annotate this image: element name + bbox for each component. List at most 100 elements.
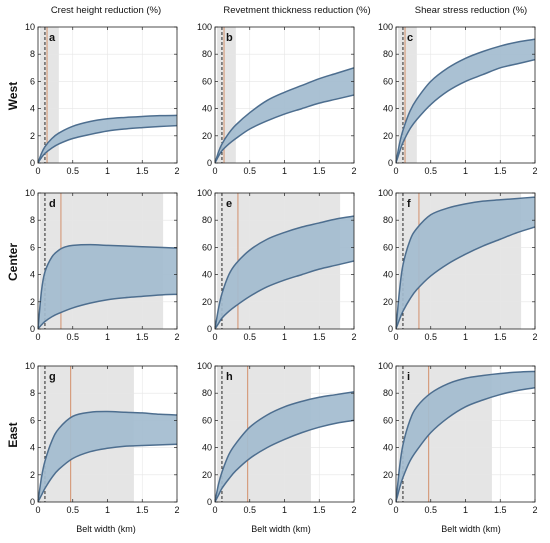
panel-d: 0 0.5 1 1.5 2 0 2 4 6 8 10 d bbox=[25, 188, 180, 342]
x-tick-label: 1 bbox=[105, 166, 110, 176]
y-tick-label: 40 bbox=[202, 270, 212, 280]
y-tick-label: 60 bbox=[383, 242, 393, 252]
lower-series-line bbox=[38, 124, 177, 163]
y-tick-label: 0 bbox=[388, 497, 393, 507]
y-tick-label: 0 bbox=[207, 324, 212, 334]
x-axis-label-2: Belt width (km) bbox=[251, 524, 311, 534]
x-tick-label: 0.5 bbox=[243, 332, 256, 342]
y-tick-label: 80 bbox=[383, 388, 393, 398]
lower-series-line bbox=[215, 260, 354, 329]
y-tick-label: 40 bbox=[383, 104, 393, 114]
upper-series-line bbox=[396, 196, 535, 329]
x-tick-label: 0 bbox=[35, 166, 40, 176]
panel-letter: c bbox=[407, 32, 413, 44]
panel-g: 0 0.5 1 1.5 2 0 2 4 6 8 10 g bbox=[25, 361, 180, 515]
y-tick-label: 100 bbox=[378, 22, 393, 32]
x-tick-label: 1.5 bbox=[494, 166, 507, 176]
y-tick-label: 40 bbox=[202, 443, 212, 453]
x-tick-label: 1 bbox=[463, 166, 468, 176]
x-tick-label: 1 bbox=[463, 332, 468, 342]
x-tick-label: 0 bbox=[212, 166, 217, 176]
y-tick-label: 4 bbox=[30, 270, 35, 280]
column-title-crest: Crest height reduction (%) bbox=[51, 5, 161, 16]
x-tick-label: 0.5 bbox=[243, 505, 256, 515]
y-tick-label: 0 bbox=[30, 497, 35, 507]
row-label-west: West bbox=[6, 82, 20, 110]
panel-letter: h bbox=[226, 371, 233, 383]
panel-letter: g bbox=[49, 371, 56, 383]
upper-series-line bbox=[396, 370, 535, 502]
row-labels: West Center East bbox=[6, 82, 20, 448]
band-group bbox=[396, 38, 535, 163]
upper-series-line bbox=[215, 67, 354, 163]
band-group bbox=[396, 196, 535, 329]
band-area bbox=[396, 197, 535, 329]
lower-series-line bbox=[215, 419, 354, 502]
y-tick-label: 6 bbox=[30, 242, 35, 252]
y-tick-label: 60 bbox=[383, 415, 393, 425]
x-tick-label: 0 bbox=[393, 505, 398, 515]
y-tick-label: 60 bbox=[383, 76, 393, 86]
lower-series-line bbox=[38, 443, 177, 502]
x-tick-label: 2 bbox=[174, 332, 179, 342]
column-title-shear: Shear stress reduction (%) bbox=[415, 5, 527, 16]
upper-series-line bbox=[215, 391, 354, 502]
upper-series-line bbox=[215, 215, 354, 329]
upper-series-line bbox=[38, 243, 177, 329]
panel-letter: f bbox=[407, 198, 411, 210]
band-group bbox=[38, 410, 177, 502]
x-tick-label: 2 bbox=[532, 505, 537, 515]
y-tick-label: 20 bbox=[383, 297, 393, 307]
x-tick-label: 0 bbox=[35, 505, 40, 515]
band-group bbox=[396, 370, 535, 502]
x-tick-label: 0 bbox=[393, 166, 398, 176]
x-tick-label: 0.5 bbox=[66, 505, 79, 515]
y-tick-label: 60 bbox=[202, 242, 212, 252]
y-tick-label: 60 bbox=[202, 415, 212, 425]
upper-series-line bbox=[38, 114, 177, 163]
y-tick-label: 80 bbox=[202, 388, 212, 398]
x-tick-label: 1.5 bbox=[494, 505, 507, 515]
x-axis-labels: Belt width (km) Belt width (km) Belt wid… bbox=[76, 524, 501, 534]
band-area bbox=[215, 67, 354, 163]
y-tick-label: 100 bbox=[197, 188, 212, 198]
y-tick-label: 2 bbox=[30, 297, 35, 307]
x-tick-label: 2 bbox=[532, 166, 537, 176]
band-group bbox=[215, 67, 354, 163]
y-tick-label: 20 bbox=[202, 131, 212, 141]
y-tick-label: 20 bbox=[202, 470, 212, 480]
x-tick-label: 2 bbox=[174, 166, 179, 176]
y-tick-label: 10 bbox=[25, 22, 35, 32]
band-group bbox=[38, 243, 177, 329]
x-tick-label: 0.5 bbox=[243, 166, 256, 176]
band-area bbox=[396, 371, 535, 502]
lower-series-line bbox=[215, 94, 354, 163]
panel-letter: e bbox=[226, 198, 232, 210]
band-group bbox=[215, 391, 354, 502]
x-tick-label: 0 bbox=[393, 332, 398, 342]
x-tick-label: 1 bbox=[105, 505, 110, 515]
x-tick-label: 2 bbox=[351, 332, 356, 342]
x-tick-label: 1 bbox=[282, 332, 287, 342]
y-tick-label: 0 bbox=[388, 324, 393, 334]
x-tick-label: 2 bbox=[351, 505, 356, 515]
y-tick-label: 8 bbox=[30, 388, 35, 398]
x-tick-label: 1.5 bbox=[494, 332, 507, 342]
x-tick-label: 1 bbox=[105, 332, 110, 342]
y-tick-label: 80 bbox=[383, 49, 393, 59]
lower-series-line bbox=[396, 387, 535, 502]
column-titles: Crest height reduction (%) Revetment thi… bbox=[51, 5, 527, 16]
x-tick-label: 1.5 bbox=[313, 332, 326, 342]
x-tick-label: 2 bbox=[174, 505, 179, 515]
y-tick-label: 60 bbox=[202, 76, 212, 86]
y-tick-label: 2 bbox=[30, 470, 35, 480]
y-tick-label: 0 bbox=[207, 158, 212, 168]
x-tick-label: 1 bbox=[463, 505, 468, 515]
x-tick-label: 0 bbox=[212, 332, 217, 342]
